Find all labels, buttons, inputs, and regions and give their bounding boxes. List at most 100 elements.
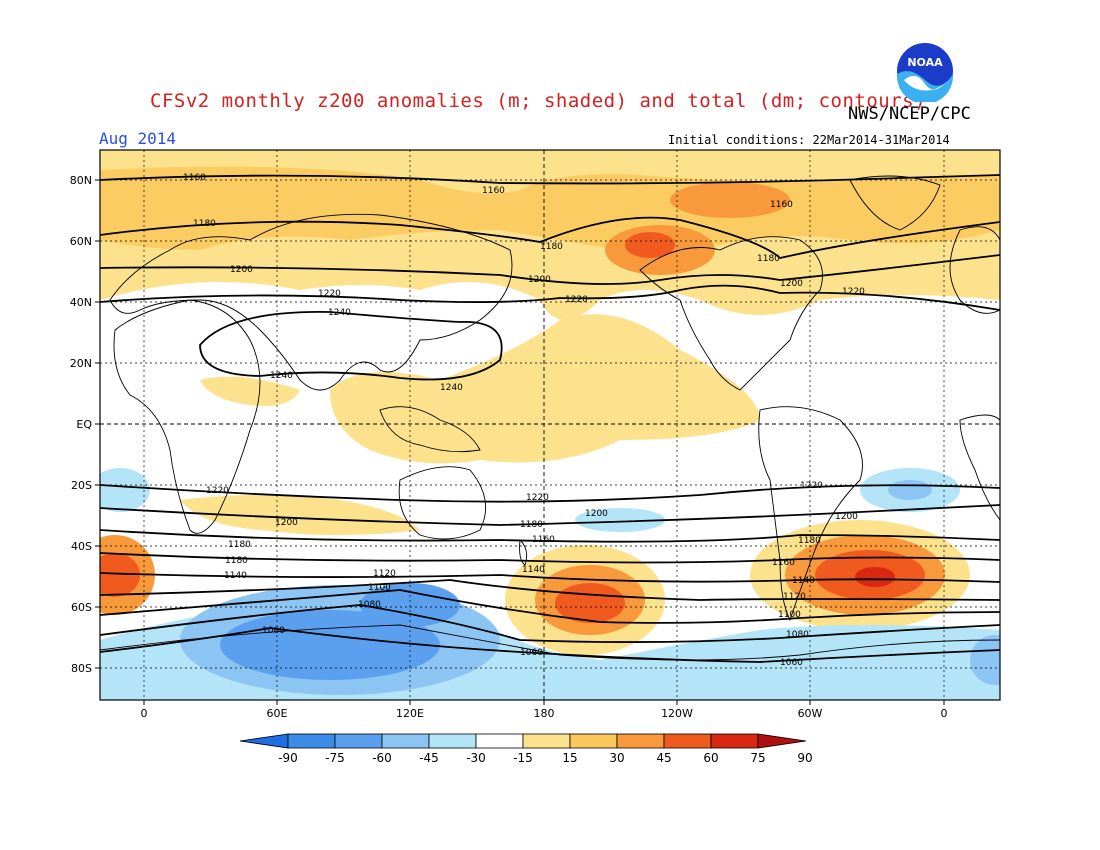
contour-label: 1220 <box>800 481 823 491</box>
contour-label: 1200 <box>585 509 608 519</box>
contour-label: 1060 <box>520 648 543 658</box>
coast-africa-east-edge <box>959 414 1000 521</box>
positive-shade-north-mid <box>100 166 1000 250</box>
colorbar-label: -45 <box>419 751 439 765</box>
colorbar-label: -90 <box>278 751 298 765</box>
colorbar-swatch <box>475 733 524 749</box>
contour-1140 <box>100 572 1000 583</box>
longitude-labels: 0 60E 120E 180 120W 60W 0 <box>141 707 948 720</box>
colorbar-label: -15 <box>513 751 533 765</box>
contour-label: 1140 <box>792 576 815 586</box>
colorbar-label: -60 <box>372 751 392 765</box>
colorbar-swatch <box>428 733 477 749</box>
lat-label: 40N <box>70 296 92 309</box>
colorbar-label: 45 <box>656 751 671 765</box>
negative-shade-south-pacific <box>575 508 665 532</box>
contour-label: 1080 <box>358 600 381 610</box>
positive-shade-south-atlantic <box>180 495 420 535</box>
lat-label: 20S <box>71 479 92 492</box>
colorbar-arrow-high <box>757 733 807 749</box>
contour-1080 <box>100 604 1000 643</box>
contour-label: 1180 <box>540 242 563 252</box>
colorbar: -90 -75 -60 -45 -30 -15 15 30 45 60 75 90 <box>239 733 813 765</box>
axis-ticks <box>95 179 945 705</box>
negative-shade-east-edge <box>970 635 1000 685</box>
contour-label: 1160 <box>183 173 206 183</box>
contour-label: 1180 <box>228 540 251 550</box>
contour-label: 1100 <box>778 610 801 620</box>
coast-australia <box>398 466 487 540</box>
lon-label: 120E <box>396 707 424 720</box>
contour-1100 <box>100 589 1000 624</box>
contour-label: 1160 <box>532 535 555 545</box>
contour-labels: 1160 1160 1160 1180 1180 1180 1200 1200 … <box>183 173 865 668</box>
colorbar-swatch <box>522 733 571 749</box>
contour-label: 1180 <box>520 520 543 530</box>
colorbar-swatch <box>381 733 430 749</box>
anomaly-shading <box>100 150 1000 700</box>
noaa-logo-text: NOAA <box>907 56 943 69</box>
contour-1220-north <box>100 284 1000 311</box>
initial-conditions: Initial conditions: 22Mar2014-31Mar2014 <box>668 133 950 147</box>
contour-label: 1060 <box>780 658 803 668</box>
coast-africa <box>113 299 261 534</box>
colorbar-swatch <box>616 733 665 749</box>
positive-shade-tropics <box>330 314 760 464</box>
map-frame <box>99 149 1001 701</box>
colorbar-swatch <box>710 733 759 749</box>
contour-label: 1160 <box>482 186 505 196</box>
contour-label: 1180 <box>193 219 216 229</box>
contour-label: 1140 <box>224 571 247 581</box>
colorbar-label: 90 <box>797 751 812 765</box>
contour-label: 1220 <box>526 493 549 503</box>
lat-label: 60S <box>71 601 92 614</box>
contour-label: 1120 <box>783 592 806 602</box>
contour-label: 1200 <box>780 279 803 289</box>
coast-europe-east-edge <box>949 226 1000 314</box>
colorbar-label: -75 <box>325 751 345 765</box>
noaa-logo: NOAA <box>895 41 955 102</box>
positive-west-edge-core <box>100 553 140 597</box>
negative-shade-south-atlantic-core <box>888 480 932 500</box>
lon-label: 0 <box>941 707 948 720</box>
colorbar-arrow-low <box>239 733 289 749</box>
lon-label: 120W <box>661 707 693 720</box>
contour-label: 1060 <box>262 626 285 636</box>
contour-label: 1160 <box>770 200 793 210</box>
contour-1200 <box>100 254 1000 285</box>
contour-label: 1200 <box>275 518 298 528</box>
lat-label: 80N <box>70 174 92 187</box>
height-contours <box>100 174 1000 663</box>
contour-1240 <box>199 311 503 381</box>
negative-shade-west-edge <box>100 468 150 512</box>
contour-label: 1220 <box>842 287 865 297</box>
coastlines <box>100 175 1000 661</box>
contour-label: 1180 <box>225 556 248 566</box>
colorbar-label: 30 <box>609 751 624 765</box>
lon-label: 180 <box>534 707 555 720</box>
lat-label: 80S <box>71 662 92 675</box>
contour-label: 1080 <box>786 630 809 640</box>
contour-1220-south <box>100 484 1000 503</box>
coast-new-zealand <box>519 539 528 566</box>
contour-1200-south <box>100 504 1000 526</box>
positive-south-atlantic-peak <box>855 567 895 587</box>
colorbar-swatch <box>334 733 383 749</box>
contour-label: 1180 <box>798 536 821 546</box>
contour-label: 1240 <box>270 371 293 381</box>
colorbar-label: 75 <box>750 751 765 765</box>
agency-label: NWS/NCEP/CPC <box>848 104 971 124</box>
contour-1060 <box>100 627 1000 663</box>
contour-label: 1200 <box>230 265 253 275</box>
forecast-period: Aug 2014 <box>99 129 177 148</box>
lon-label: 60E <box>267 707 288 720</box>
lon-label: 60W <box>798 707 823 720</box>
colorbar-swatch <box>663 733 712 749</box>
lon-label: 0 <box>141 707 148 720</box>
lat-label: 40S <box>71 540 92 553</box>
lat-label: EQ <box>76 418 92 431</box>
contour-1180-south <box>100 529 1000 543</box>
negative-shade-core <box>220 610 440 680</box>
contour-label: 1240 <box>440 383 463 393</box>
